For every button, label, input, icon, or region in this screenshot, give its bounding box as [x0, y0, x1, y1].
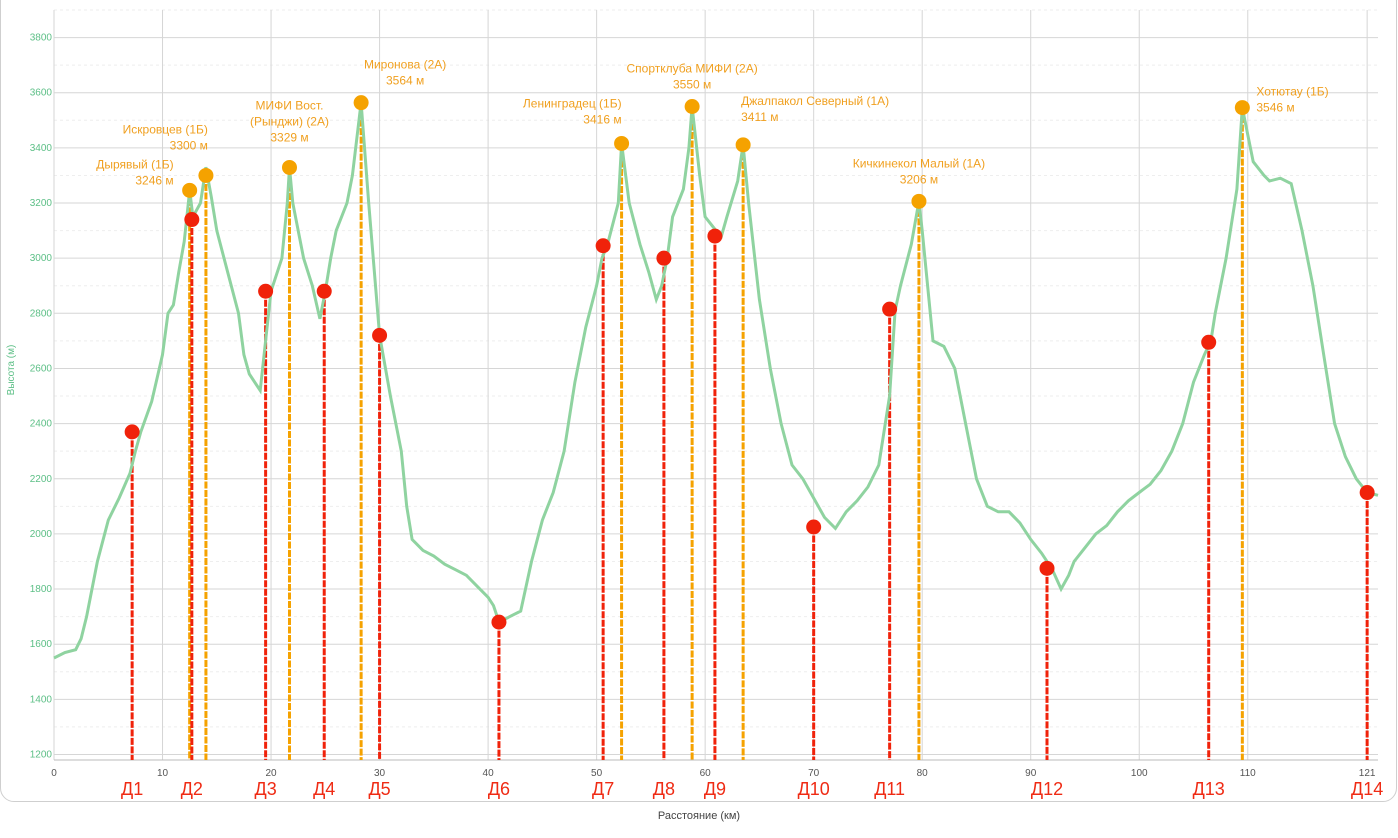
pass-name-label: Джалпакол Северный (1А) — [741, 94, 889, 108]
pass-name-label: Спортклуба МИФИ (2А) — [626, 62, 757, 76]
pass-height-label: 3329 м — [270, 130, 308, 144]
y-tick-label: 2000 — [30, 529, 53, 540]
x-tick-label: 10 — [157, 768, 169, 779]
pass-marker — [684, 99, 700, 115]
x-tick-label: 121 — [1359, 768, 1376, 779]
camp-marker — [1359, 485, 1375, 501]
camp-label: Д1 — [121, 779, 143, 799]
pass-marker — [911, 193, 927, 209]
x-tick-label: 80 — [917, 768, 929, 779]
x-axis-label: Расстояние (км) — [657, 810, 741, 822]
elevation-line — [53, 102, 1379, 660]
pass-name-label: Дырявый (1Б) — [96, 157, 173, 171]
y-tick-label: 3000 — [30, 253, 53, 264]
pass-height-label: 3411 м — [741, 110, 778, 124]
pass-height-label: 3300 м — [170, 138, 208, 152]
pass-name-label: Кичкинекол Малый (1А) — [853, 156, 985, 170]
camp-label: Д12 — [1031, 779, 1063, 799]
camp-marker — [656, 250, 672, 266]
camp-label: Д5 — [368, 779, 390, 799]
x-tick-label: 70 — [808, 768, 820, 779]
x-tick-label: 100 — [1131, 768, 1148, 779]
camp-label: Д6 — [488, 779, 510, 799]
pass-height-label: 3206 м — [900, 172, 938, 186]
x-tick-label: 20 — [265, 768, 277, 779]
camp-marker — [882, 301, 898, 317]
x-tick-label: 90 — [1025, 768, 1037, 779]
camp-marker — [258, 283, 274, 299]
markers — [124, 95, 1375, 630]
pass-marker — [735, 137, 751, 153]
pass-name-label: Ленинградец (1Б) — [523, 96, 622, 110]
pass-marker — [182, 182, 198, 198]
camp-label: Д11 — [874, 779, 905, 799]
x-tick-label: 60 — [700, 768, 712, 779]
y-tick-label: 2200 — [30, 474, 53, 485]
pass-marker — [281, 159, 297, 175]
y-tick-label: 1800 — [30, 584, 53, 595]
camp-marker — [806, 519, 822, 535]
pass-height-label: 3550 м — [673, 78, 711, 92]
y-tick-label: 3600 — [30, 88, 53, 99]
marker-lines — [130, 102, 1369, 760]
camp-marker — [1201, 334, 1217, 350]
camp-label: Д2 — [181, 779, 203, 799]
x-tick-label: 110 — [1240, 768, 1256, 779]
camp-label: Д14 — [1351, 779, 1383, 799]
y-tick-label: 2800 — [30, 308, 53, 319]
camp-label: Д8 — [653, 779, 675, 799]
pass-marker — [198, 167, 214, 183]
y-axis-ticks: 1200 1400 1600 1800 2000 2200 2400 2600 2800 3000… — [30, 33, 53, 761]
pass-height-label: 3546 м — [1256, 101, 1294, 115]
y-tick-label: 1400 — [30, 694, 53, 705]
pass-name-label: Миронова (2А) — [364, 58, 446, 72]
camp-marker — [491, 614, 507, 630]
camp-label: Д9 — [704, 779, 726, 799]
camp-marker — [1039, 560, 1055, 576]
camp-marker — [184, 212, 200, 228]
pass-height-label: 3416 м — [583, 112, 621, 126]
x-tick-label: 0 — [51, 768, 57, 779]
camp-marker — [124, 424, 140, 440]
y-tick-label: 3400 — [30, 143, 53, 154]
pass-marker — [1234, 100, 1250, 116]
camp-marker — [372, 327, 388, 343]
y-tick-label: 3200 — [30, 198, 53, 209]
y-tick-label: 3800 — [30, 33, 53, 44]
y-tick-label: 2600 — [30, 363, 53, 374]
camp-label: Д7 — [592, 779, 614, 799]
pass-name-label: (Рынджи) (2А) — [250, 114, 329, 128]
x-tick-label: 40 — [483, 768, 495, 779]
camp-label: Д13 — [1193, 779, 1225, 799]
camp-marker — [316, 283, 332, 299]
y-tick-label: 2400 — [30, 419, 53, 430]
pass-name-label: Искровцев (1Б) — [123, 122, 208, 136]
y-axis-label: Высота (м) — [6, 345, 17, 396]
camp-label: Д3 — [255, 779, 277, 799]
pass-marker — [614, 135, 630, 151]
labels: Д1 Д2 Д3 Д4 Д5 Д6 Д7 Д8 Д9 Д10 Д11 Д12 Д13 Д14 Дырявый… — [96, 58, 1383, 799]
pass-height-label: 3564 м — [386, 74, 424, 88]
y-tick-label: 1200 — [30, 749, 53, 760]
x-tick-label: 30 — [374, 768, 386, 779]
pass-name-label: МИФИ Вост. — [256, 98, 324, 112]
camp-marker — [595, 238, 611, 254]
camp-marker — [707, 228, 723, 244]
camp-label: Д10 — [798, 779, 830, 799]
pass-name-label: Хотютау (1Б) — [1256, 85, 1328, 99]
camp-label: Д4 — [313, 779, 335, 799]
pass-marker — [353, 95, 369, 111]
x-tick-label: 50 — [591, 768, 603, 779]
x-axis-ticks: 0 10 20 30 40 50 60 70 80 90 100 110 121 — [51, 768, 1376, 779]
y-tick-label: 1600 — [30, 639, 53, 650]
pass-height-label: 3246 м — [135, 173, 173, 187]
